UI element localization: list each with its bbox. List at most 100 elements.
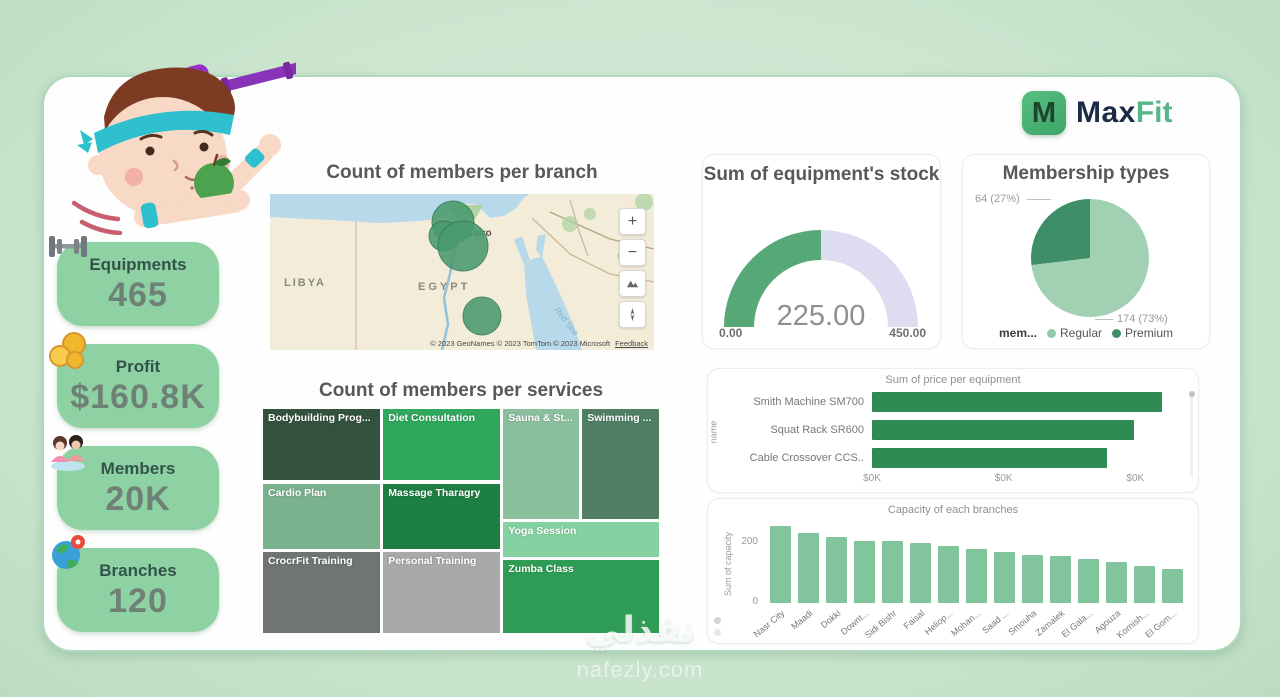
- scrollbar-track[interactable]: [1190, 391, 1193, 477]
- capacity-bar[interactable]: [1133, 565, 1155, 603]
- gauge-panel: Sum of equipment's stock 225.00 0.00 450…: [702, 154, 941, 349]
- treemap-tile[interactable]: Yoga Session: [502, 521, 660, 559]
- treemap-tile-label: Yoga Session: [508, 525, 577, 537]
- capacity-bar[interactable]: [1049, 556, 1071, 603]
- logo-mark-icon: M: [1022, 91, 1066, 135]
- map-bubble[interactable]: [437, 220, 489, 272]
- map-label-libya: LIBYA: [284, 277, 326, 289]
- scroll-dot[interactable]: [714, 629, 721, 636]
- capacity-bar[interactable]: [769, 526, 791, 603]
- equipment-bar[interactable]: [872, 448, 1107, 468]
- equipment-chart-panel: Sum of price per equipment name Smith Ma…: [707, 368, 1199, 493]
- treemap-tile-label: Swimming ...: [587, 412, 652, 424]
- capacity-bar[interactable]: [1077, 559, 1099, 603]
- capacity-bar[interactable]: [881, 541, 903, 603]
- brand-logo: M MaxFit: [1022, 91, 1173, 135]
- feedback-link[interactable]: Feedback: [615, 339, 648, 348]
- legend-label: Premium: [1125, 326, 1174, 340]
- services-treemap: Bodybuilding Prog... Diet Consultation Sau…: [262, 408, 660, 634]
- equipment-category-label: Squat Rack SR600: [770, 424, 864, 436]
- capacity-bar[interactable]: [1021, 554, 1043, 603]
- kpi-value: 120: [108, 582, 168, 620]
- legend-title: mem...: [998, 326, 1037, 340]
- map-zoom-in-button[interactable]: +: [619, 208, 646, 235]
- capacity-ytick-0: 0: [752, 596, 758, 607]
- kpi-value: $160.8K: [70, 378, 206, 416]
- map-style-button[interactable]: [619, 270, 646, 297]
- capacity-bar[interactable]: [909, 543, 931, 603]
- membership-pie-chart[interactable]: [1031, 199, 1149, 317]
- pie-label-regular: 174 (73%): [1117, 313, 1168, 325]
- gauge-title: Sum of equipment's stock: [703, 164, 940, 185]
- gauge-chart: 225.00: [724, 230, 918, 332]
- kpi-card-profit: Profit $160.8K: [49, 332, 219, 428]
- kpi-card-members: Members 20K: [51, 435, 219, 530]
- map-locate-button[interactable]: [619, 301, 646, 328]
- equipment-x-tick: $0K: [994, 473, 1013, 484]
- capacity-category-label: El Gom...: [1143, 608, 1179, 640]
- equipment-bar-row: Cable Crossover CCS..: [716, 447, 1186, 469]
- treemap-tile[interactable]: Bodybuilding Prog...: [262, 408, 381, 482]
- capacity-bar[interactable]: [1105, 562, 1127, 603]
- treemap-tile-label: Diet Consultation: [388, 412, 476, 424]
- capacity-bar[interactable]: [853, 540, 875, 603]
- equipment-bar[interactable]: [872, 420, 1135, 440]
- scroll-dot[interactable]: [714, 617, 721, 624]
- kpi-label: Equipments: [89, 255, 187, 274]
- kpi-card-equipments: Equipments 465: [49, 236, 219, 326]
- red-sea: [524, 256, 582, 350]
- apple-graphic: [194, 163, 234, 203]
- capacity-bar[interactable]: [965, 548, 987, 603]
- pie-legend: mem... Regular Premium: [963, 326, 1209, 340]
- brand-name-dark: Max: [1076, 96, 1136, 129]
- compass-icon: [630, 307, 635, 322]
- treemap-tile[interactable]: Diet Consultation: [382, 408, 501, 482]
- treemap-tile[interactable]: Zumba Class: [502, 559, 660, 634]
- brand-name-green: Fit: [1135, 96, 1173, 129]
- legend-dot-icon: [1046, 328, 1056, 338]
- members-icon: [45, 428, 91, 474]
- capacity-bar[interactable]: [993, 551, 1015, 603]
- legend-label: Regular: [1059, 326, 1103, 340]
- capacity-bar[interactable]: [937, 545, 959, 603]
- capacity-chart-title: Capacity of each branches: [887, 504, 1019, 516]
- treemap-tile[interactable]: Massage Tharagry: [382, 482, 501, 550]
- dashboard-card: Equipments 465 Profit $160.8K Members 20K Bran…: [42, 75, 1242, 652]
- globe-pin-icon: [45, 530, 91, 576]
- members-map[interactable]: LIBYA EGYPT Red Sea Cairo + − © 2023 Geo…: [270, 194, 654, 350]
- map-title: Count of members per branch: [326, 162, 598, 183]
- gauge-max: 450.00: [889, 326, 926, 340]
- treemap-tile[interactable]: Cardio Plan: [262, 482, 381, 550]
- treemap-tile[interactable]: Sauna & St...: [502, 408, 580, 520]
- kpi-label: Profit: [115, 357, 161, 376]
- treemap-tile[interactable]: CrocrFit Training: [262, 551, 381, 634]
- treemap-tile-label: Personal Training: [388, 555, 477, 568]
- treemap-tile-label: Cardio Plan: [268, 486, 327, 499]
- treemap-tile[interactable]: Personal Training: [382, 551, 501, 634]
- capacity-bar[interactable]: [1161, 568, 1183, 603]
- treemap-title: Count of members per services: [318, 380, 604, 401]
- map-zoom-out-button[interactable]: −: [619, 239, 646, 266]
- kpi-card-branches: Branches 120: [52, 535, 219, 632]
- kpi-value: 465: [108, 276, 168, 314]
- gauge-value: 225.00: [777, 300, 866, 332]
- mascot-illustration: [71, 55, 296, 235]
- scrollbar-thumb[interactable]: [1188, 391, 1195, 397]
- equipment-chart-title: Sum of price per equipment: [885, 374, 1021, 386]
- capacity-bar[interactable]: [825, 536, 847, 603]
- watermark-site: nafezly.com: [576, 657, 704, 682]
- pie-callout-line: [1095, 319, 1113, 320]
- capacity-bar[interactable]: [797, 532, 819, 603]
- pie-panel: Membership types 64 (27%) 174 (73%) mem.…: [962, 154, 1210, 349]
- equipment-bar[interactable]: [872, 392, 1162, 412]
- legend-item-regular[interactable]: Regular: [1046, 326, 1103, 340]
- map-bubble[interactable]: [462, 296, 502, 336]
- legend-item-premium[interactable]: Premium: [1112, 326, 1173, 340]
- pie-callout-line: [1027, 199, 1051, 200]
- map-bubble-layer: [428, 200, 502, 336]
- treemap-tile[interactable]: Swimming ...: [581, 408, 660, 520]
- map-controls: + −: [619, 208, 646, 328]
- treemap-tile-label: Massage Tharagry: [388, 486, 481, 499]
- gauge-min: 0.00: [719, 326, 743, 340]
- kpi-label: Branches: [99, 561, 177, 580]
